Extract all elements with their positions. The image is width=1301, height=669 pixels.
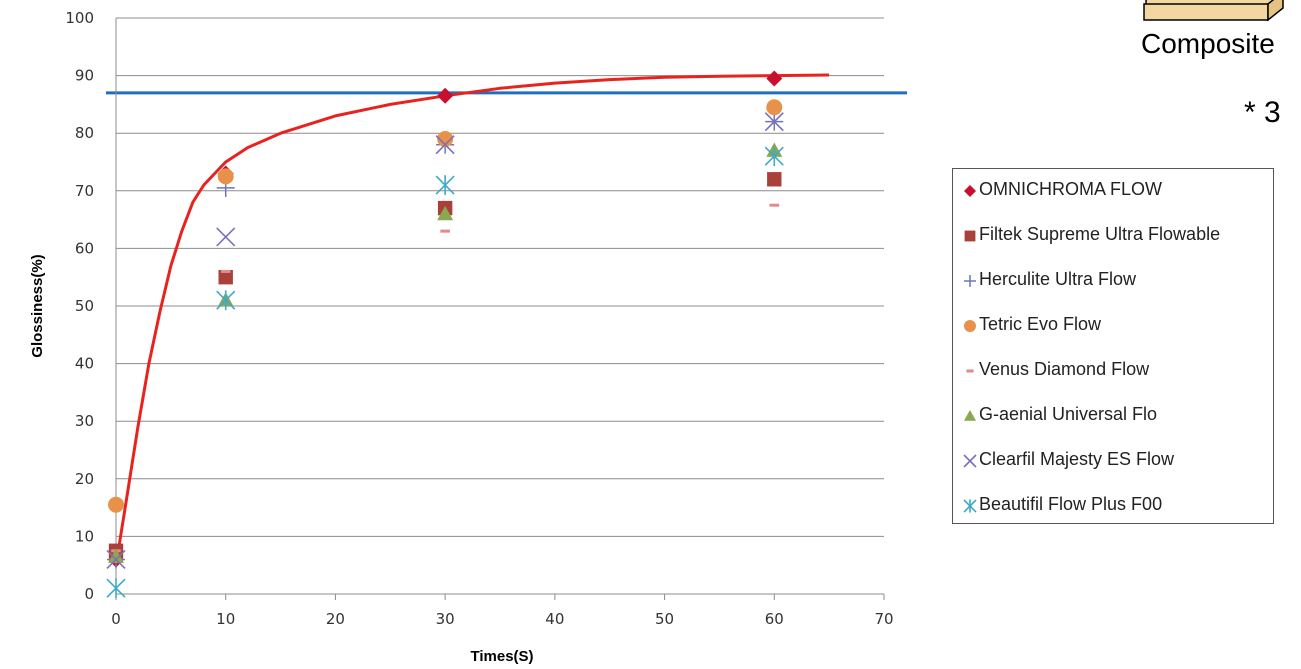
point-series-4-0: [108, 496, 124, 513]
point-series-1-2: [437, 87, 454, 104]
x-tick-label-50: 50: [655, 610, 674, 628]
data-points: [106, 70, 784, 599]
point-series-7-1: [216, 227, 236, 247]
point-series-7-1-b: [216, 227, 236, 247]
point-series-6-2-shape: [437, 205, 454, 221]
legend-marker-circle-icon: [964, 320, 976, 332]
y-tick-label-30: 30: [75, 412, 94, 430]
point-series-1-3-shape: [766, 70, 783, 87]
y-tick-label-90: 90: [75, 67, 94, 85]
point-series-4-2: [437, 130, 454, 147]
legend-marker-4-shape: [964, 320, 976, 332]
point-series-6-2: [437, 205, 454, 221]
x-axis-title: Times(S): [470, 648, 533, 665]
point-series-7-0-b: [106, 549, 126, 570]
x-tick-label-0: 0: [111, 610, 121, 628]
legend-marker-4: [964, 320, 976, 332]
point-series-4-0-shape: [108, 496, 124, 513]
point-series-6-0: [108, 548, 124, 563]
composite-label: Composite: [1141, 28, 1275, 59]
point-series-8-2: [435, 175, 455, 195]
x-tick-label-40: 40: [545, 610, 564, 628]
legend-item: Clearfil Majesty ES Flow: [961, 449, 1273, 494]
legend-marker-8: [963, 499, 977, 513]
y-tick-label-60: 60: [75, 239, 94, 257]
legend-label: G-aenial Universal Flo: [979, 404, 1158, 424]
point-series-8-1: [216, 290, 236, 311]
point-series-7-2: [435, 135, 455, 155]
point-series-1-3: [766, 70, 783, 87]
y-axis-title: Glossiness(%): [29, 254, 46, 357]
point-series-2-1: [218, 270, 233, 285]
legend-item: Beautifil Flow Plus F00: [961, 494, 1273, 539]
point-series-6-0-shape: [108, 548, 124, 563]
y-tick-label-40: 40: [75, 355, 94, 373]
legend-marker-diamond-icon: [964, 185, 976, 197]
tick-labels: 0 10 20 30 40 50 60 70 80 90 100 0 10 20 30 40 50 60 70: [65, 9, 893, 628]
point-series-4-1: [217, 168, 234, 185]
legend-marker-2-shape: [964, 230, 976, 242]
legend-marker-7: [963, 454, 977, 468]
legend-marker-6: [964, 410, 976, 421]
point-series-4-3-shape: [766, 99, 783, 116]
legend-item: Tetric Evo Flow: [961, 314, 1273, 359]
y-tick-label-100: 100: [65, 9, 94, 27]
trend-curve-group: [114, 73, 830, 566]
legend-marker-2: [964, 230, 976, 242]
grid-lines: [115, 17, 885, 600]
x-tick-label-30: 30: [436, 610, 455, 628]
y-tick-label-70: 70: [75, 182, 94, 200]
x-tick-label-70: 70: [874, 610, 893, 628]
legend-marker-dash-icon: [966, 369, 974, 373]
legend-item: Herculite Ultra Flow: [961, 269, 1273, 314]
point-series-8-3: [764, 146, 784, 167]
legend-label: Clearfil Majesty ES Flow: [979, 449, 1175, 469]
legend-label: OMNICHROMA FLOW: [979, 179, 1162, 199]
y-tick-label-10: 10: [75, 527, 94, 545]
point-series-2-3-shape: [767, 172, 782, 187]
legend-label: Filtek Supreme Ultra Flowable: [979, 224, 1221, 244]
y-tick-label-80: 80: [75, 124, 94, 142]
legend-marker-triangle-icon: [964, 410, 976, 421]
multiplier-label: * 3: [1244, 96, 1281, 129]
point-series-7-0: [106, 549, 126, 570]
point-series-8-0: [106, 578, 126, 599]
point-series-4-2-shape: [437, 130, 454, 147]
x-tick-label-20: 20: [326, 610, 345, 628]
legend-marker-plus-icon: [964, 275, 976, 287]
legend-label: Beautifil Flow Plus F00: [979, 494, 1163, 514]
x-tick-label-60: 60: [765, 610, 784, 628]
point-series-4-1-shape: [217, 168, 234, 185]
legend-marker-6-shape: [964, 410, 976, 421]
legend-item: Venus Diamond Flow: [961, 359, 1273, 404]
legend-marker-3: [964, 275, 976, 287]
x-tick-label-10: 10: [216, 610, 235, 628]
legend-marker-7-b: [963, 454, 977, 468]
legend-label: Herculite Ultra Flow: [979, 269, 1137, 289]
point-series-2-3: [767, 172, 782, 187]
trend-curve: [114, 73, 830, 566]
composite-block-icon: [1143, 0, 1284, 22]
legend-marker-1: [964, 185, 976, 197]
legend: OMNICHROMA FLOW Filtek Supreme Ultra Flow…: [952, 168, 1274, 524]
point-series-7-3: [764, 112, 784, 132]
legend-marker-1-shape: [964, 185, 976, 197]
point-series-4-3: [766, 99, 783, 116]
y-tick-label-0: 0: [84, 585, 94, 603]
point-series-7-2-b: [435, 135, 455, 155]
legend-marker-x-icon: [963, 454, 977, 468]
legend-label: Tetric Evo Flow: [979, 314, 1102, 334]
y-tick-label-50: 50: [75, 297, 94, 315]
point-series-1-2-shape: [437, 87, 454, 104]
point-series-2-1-shape: [218, 270, 233, 285]
legend-marker-square-icon: [964, 230, 976, 242]
point-series-7-3-b: [764, 112, 784, 132]
legend-marker-star-icon: [963, 499, 977, 513]
legend-item: OMNICHROMA FLOW: [961, 179, 1273, 224]
legend-item: G-aenial Universal Flo: [961, 404, 1273, 449]
legend-label: Venus Diamond Flow: [979, 359, 1150, 379]
y-tick-label-20: 20: [75, 470, 94, 488]
legend-item: Filtek Supreme Ultra Flowable: [961, 224, 1273, 269]
